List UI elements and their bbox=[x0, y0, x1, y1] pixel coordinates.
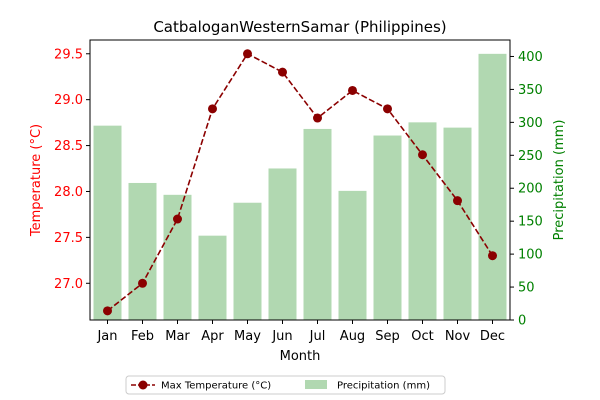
x-tick-label: Feb bbox=[131, 329, 154, 344]
temperature-point-jul bbox=[313, 113, 322, 123]
left-axis-label: Temperature (°C) bbox=[29, 124, 44, 237]
legend-temperature-label: Max Temperature (°C) bbox=[161, 381, 271, 392]
precipitation-bar-mar bbox=[163, 194, 192, 320]
temperature-series-line bbox=[107, 52, 494, 312]
right-tick-label: 150 bbox=[518, 215, 543, 230]
precipitation-bar-jun bbox=[268, 168, 297, 320]
temperature-point-apr bbox=[208, 104, 217, 114]
precipitation-bar-nov bbox=[443, 127, 472, 321]
precipitation-bar-jan bbox=[93, 125, 122, 321]
temperature-point-jan bbox=[103, 306, 112, 316]
x-tick-label: Sep bbox=[375, 329, 400, 344]
x-axis-ticks: Jan Feb Mar Apr May Jun Jul Aug Sep Oct Nov Dec bbox=[96, 320, 505, 344]
chart-title: CatbaloganWesternSamar (Philippines) bbox=[153, 18, 446, 36]
temperature-point-aug bbox=[348, 85, 357, 95]
temperature-point-feb bbox=[138, 278, 147, 288]
right-tick-label: 50 bbox=[518, 281, 535, 296]
x-axis-label: Month bbox=[280, 349, 321, 364]
x-tick-label: Oct bbox=[411, 329, 433, 344]
temperature-point-mar bbox=[173, 214, 182, 224]
left-axis-ticks: 27.0 27.5 28.0 28.5 29.0 29.5 bbox=[54, 47, 90, 292]
temperature-point-jun bbox=[278, 67, 287, 77]
precipitation-bar-dec bbox=[478, 53, 507, 321]
precipitation-bar-jul bbox=[303, 128, 332, 320]
legend-precipitation-label: Precipitation (mm) bbox=[337, 381, 430, 392]
right-tick-label: 350 bbox=[518, 83, 543, 98]
x-tick-label: Jul bbox=[309, 329, 326, 344]
left-tick-label: 28.5 bbox=[54, 139, 83, 154]
legend: Max Temperature (°C) Precipitation (mm) bbox=[125, 375, 446, 395]
x-tick-label: Aug bbox=[340, 329, 365, 344]
precipitation-bar-feb bbox=[128, 182, 157, 320]
right-tick-label: 200 bbox=[518, 182, 543, 197]
right-tick-label: 0 bbox=[518, 314, 526, 329]
legend-marker-swatch bbox=[138, 380, 148, 390]
precipitation-bar-aug bbox=[338, 190, 367, 320]
right-tick-label: 100 bbox=[518, 248, 543, 263]
temperature-point-nov bbox=[453, 196, 462, 206]
x-tick-label: Apr bbox=[201, 329, 224, 344]
x-tick-label: Nov bbox=[445, 329, 471, 344]
left-tick-label: 29.0 bbox=[54, 93, 83, 108]
temperature-point-dec bbox=[488, 251, 497, 261]
temperature-point-oct bbox=[418, 150, 427, 160]
x-tick-label: Jun bbox=[271, 329, 292, 344]
precipitation-bar-apr bbox=[198, 235, 227, 320]
right-tick-label: 250 bbox=[518, 149, 543, 164]
precipitation-bar-sep bbox=[373, 135, 402, 320]
legend-bar-swatch bbox=[305, 380, 327, 389]
right-axis-label: Precipitation (mm) bbox=[552, 120, 567, 241]
temperature-point-sep bbox=[383, 104, 392, 114]
precipitation-bar-may bbox=[233, 202, 262, 320]
left-tick-label: 28.0 bbox=[54, 185, 83, 200]
precipitation-bars bbox=[93, 53, 507, 321]
temperature-line bbox=[103, 49, 497, 316]
right-axis-ticks: 0 50 100 150 200 250 300 350 400 bbox=[510, 50, 543, 329]
x-tick-label: May bbox=[234, 329, 261, 344]
x-tick-label: Dec bbox=[480, 329, 505, 344]
x-tick-label: Jan bbox=[96, 329, 117, 344]
temperature-point-may bbox=[243, 49, 252, 59]
right-tick-label: 400 bbox=[518, 50, 543, 65]
legend-box bbox=[125, 375, 446, 395]
left-tick-label: 29.5 bbox=[54, 47, 83, 62]
right-tick-label: 300 bbox=[518, 116, 543, 131]
left-tick-label: 27.5 bbox=[54, 231, 83, 246]
x-tick-label: Mar bbox=[165, 329, 190, 344]
plot-frame bbox=[89, 39, 511, 321]
left-tick-label: 27.0 bbox=[54, 277, 83, 292]
